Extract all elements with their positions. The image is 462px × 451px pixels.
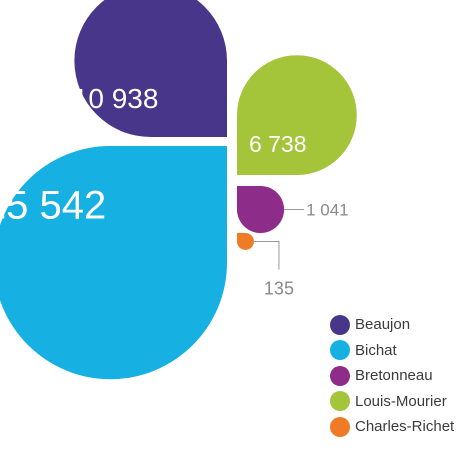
value-label-louis-mourier: 6 738 <box>249 131 307 157</box>
leader-line-charles-richet <box>253 240 280 270</box>
value-label-bretonneau: 1 041 <box>306 201 349 220</box>
legend-label-charles-richet: Charles-Richet <box>355 418 455 436</box>
legend-swatch-louis-mourier <box>330 391 350 412</box>
legend-label-bretonneau: Bretonneau <box>355 367 433 385</box>
shape-bichat <box>0 146 227 380</box>
legend-label-bichat: Bichat <box>355 341 397 359</box>
legend-label-louis-mourier: Louis-Mourier <box>355 392 447 410</box>
value-label-charles-richet: 135 <box>264 278 294 298</box>
legend-item-beaujon: Beaujon <box>330 312 454 338</box>
legend-item-bretonneau: Bretonneau <box>330 363 454 389</box>
shape-bretonneau <box>237 186 285 234</box>
legend-swatch-bretonneau <box>330 365 350 386</box>
legend-swatch-charles-richet <box>330 416 350 437</box>
legend: Beaujon Bichat Bretonneau Louis-Mourier … <box>330 312 454 440</box>
legend-item-bichat: Bichat <box>330 338 454 364</box>
value-label-beaujon: 10 938 <box>73 83 159 114</box>
legend-item-charles-richet: Charles-Richet <box>330 414 454 440</box>
shape-charles-richet <box>237 233 254 250</box>
legend-swatch-bichat <box>330 340 350 361</box>
value-label-bichat: 25 542 <box>0 183 106 227</box>
legend-label-beaujon: Beaujon <box>355 316 411 334</box>
shape-beaujon <box>74 0 227 137</box>
shape-louis-mourier <box>237 55 357 175</box>
legend-swatch-beaujon <box>330 314 350 335</box>
legend-item-louis-mourier: Louis-Mourier <box>330 389 454 415</box>
